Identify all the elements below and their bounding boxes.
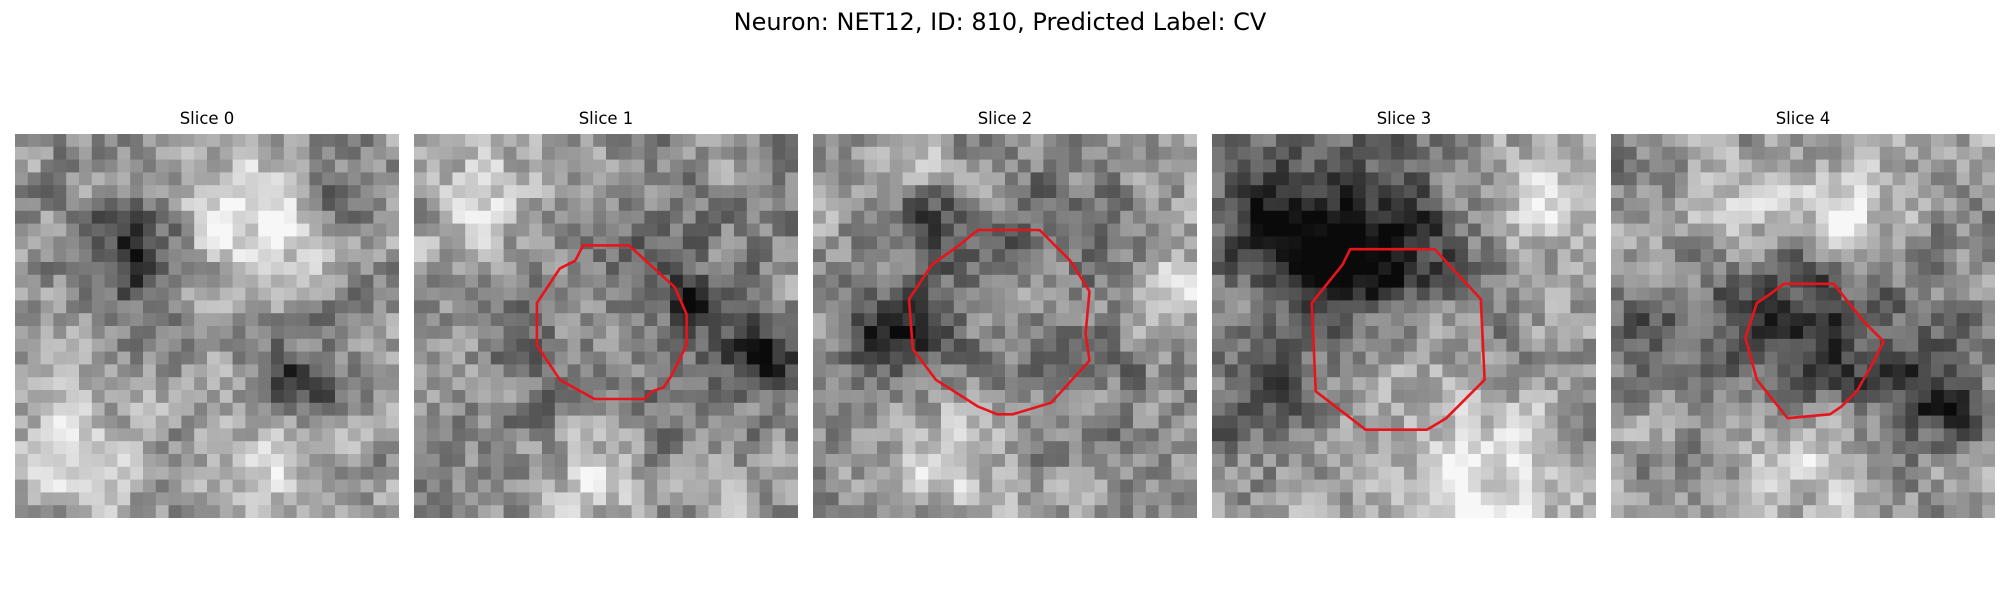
slice-image <box>1611 134 1995 518</box>
slice-panel-2: Slice 2 <box>813 108 1197 518</box>
slice-title: Slice 4 <box>1775 109 1831 128</box>
slice-title: Slice 1 <box>578 109 634 128</box>
slice-panel-4: Slice 4 <box>1611 108 1995 518</box>
segmentation-contour <box>1310 247 1486 432</box>
slice-panel-3: Slice 3 <box>1212 108 1596 518</box>
slice-title: Slice 2 <box>977 109 1033 128</box>
figure-title: Neuron: NET12, ID: 810, Predicted Label:… <box>733 8 1267 36</box>
slice-image <box>15 134 399 518</box>
segmentation-contour <box>907 228 1091 416</box>
slice-image <box>414 134 798 518</box>
segmentation-contour <box>535 244 688 401</box>
slice-image <box>1212 134 1596 518</box>
slice-image <box>813 134 1197 518</box>
slice-title: Slice 0 <box>179 109 235 128</box>
slice-panel-0: Slice 0 <box>15 108 399 518</box>
segmentation-contour <box>1744 282 1885 420</box>
slice-panel-1: Slice 1 <box>414 108 798 518</box>
slice-title: Slice 3 <box>1376 109 1432 128</box>
